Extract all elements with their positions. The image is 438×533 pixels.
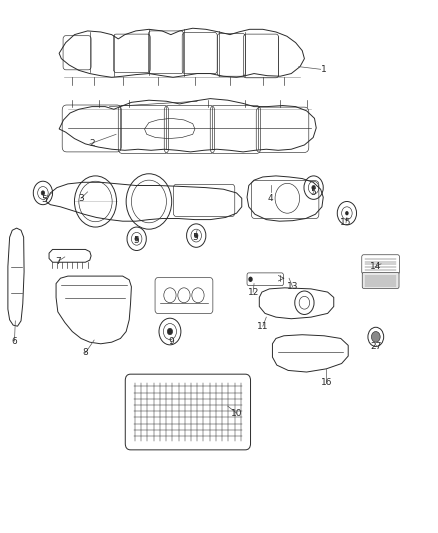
Text: 1: 1 [321, 65, 327, 74]
Text: 4: 4 [268, 194, 273, 203]
FancyBboxPatch shape [362, 272, 399, 288]
Circle shape [371, 332, 380, 342]
Circle shape [167, 328, 173, 335]
Circle shape [345, 211, 349, 215]
Circle shape [312, 185, 315, 190]
Text: 11: 11 [257, 322, 268, 330]
Text: 2: 2 [89, 140, 95, 148]
Text: 14: 14 [370, 262, 381, 271]
Text: 5: 5 [192, 233, 198, 241]
Text: 27: 27 [370, 342, 381, 351]
Circle shape [41, 191, 45, 195]
Text: 3: 3 [78, 194, 84, 203]
Text: 8: 8 [82, 349, 88, 357]
Text: 16: 16 [321, 378, 332, 387]
Text: 10: 10 [231, 409, 242, 417]
Text: 15: 15 [340, 219, 352, 227]
Text: 7: 7 [55, 257, 61, 265]
Text: 12: 12 [247, 288, 259, 296]
Circle shape [194, 233, 198, 238]
Text: 13: 13 [287, 282, 298, 291]
Text: 5: 5 [41, 196, 47, 204]
Circle shape [248, 277, 253, 282]
Text: 6: 6 [11, 337, 18, 345]
Text: 5: 5 [133, 237, 139, 245]
Text: 5: 5 [311, 189, 317, 197]
Text: 9: 9 [168, 337, 174, 345]
Circle shape [135, 237, 138, 241]
